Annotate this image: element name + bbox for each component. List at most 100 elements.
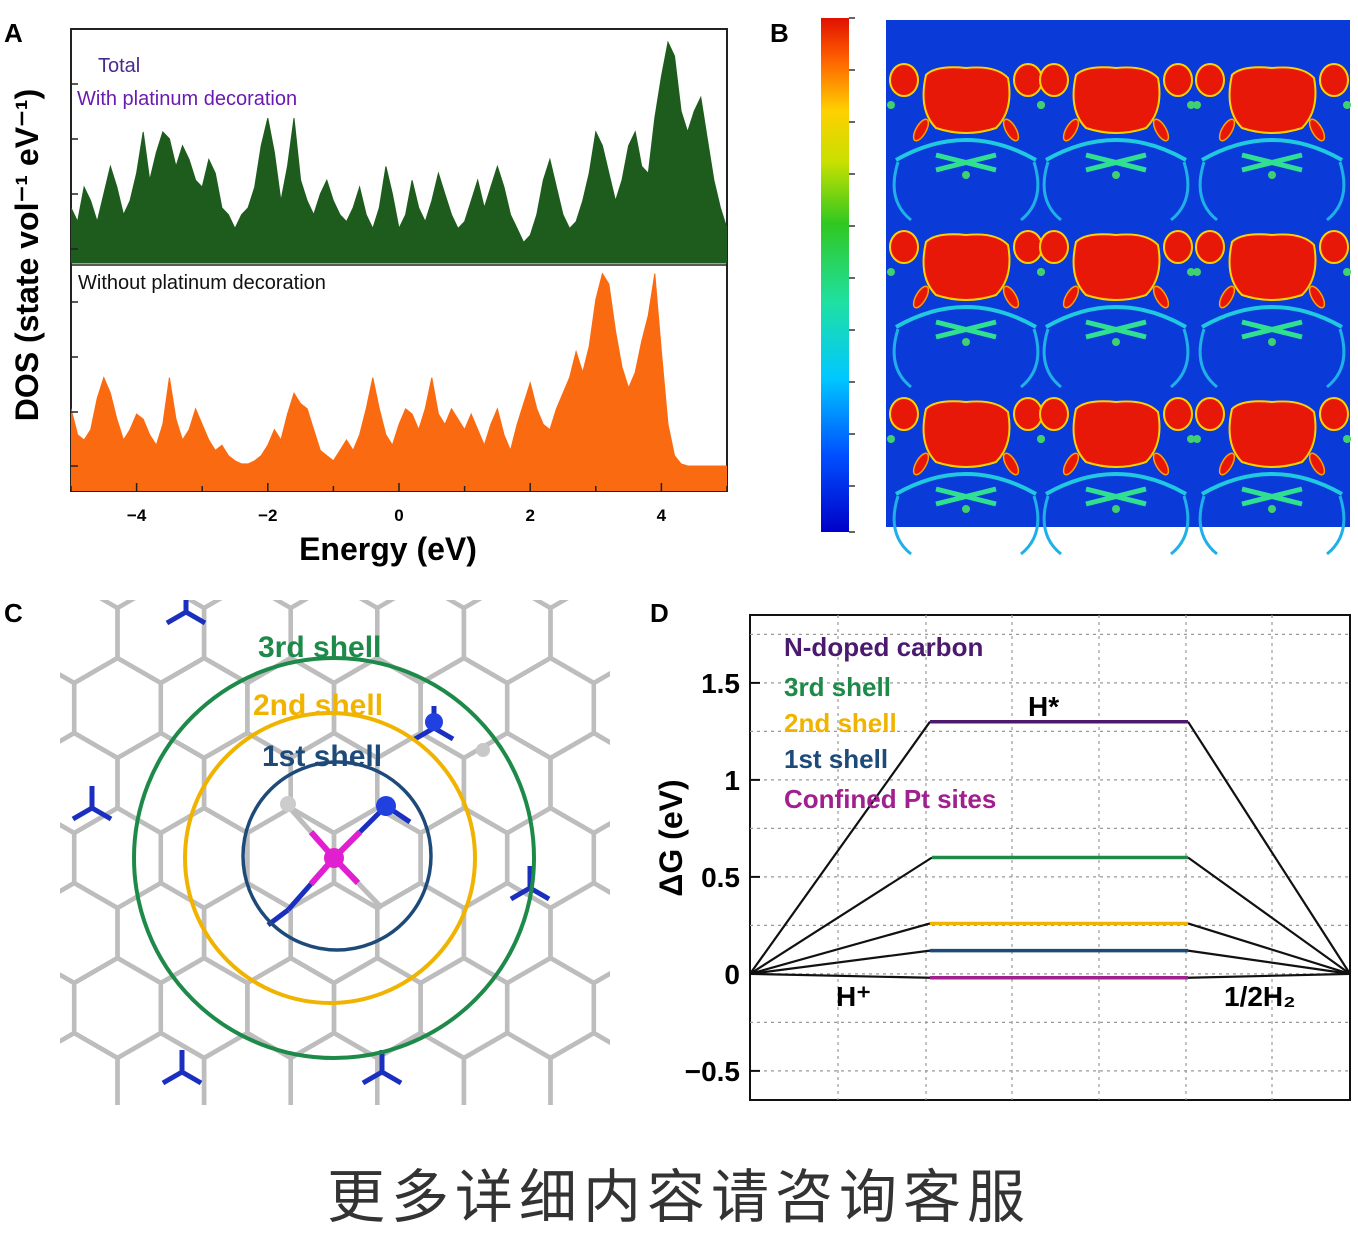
density-lobe — [1163, 230, 1193, 264]
nitrogen-bond — [361, 1069, 384, 1086]
density-small-lobe — [1218, 285, 1236, 309]
density-lobe — [889, 397, 919, 431]
nitrogen-atom — [425, 713, 443, 731]
density-bond-arc — [1045, 305, 1187, 329]
density-dot — [887, 435, 895, 443]
energy-path — [749, 972, 1351, 979]
nitrogen-bond — [184, 609, 207, 626]
density-tile — [1193, 397, 1351, 556]
dos-y-axis-title: DOS (state vol⁻¹ eV⁻¹) — [9, 89, 45, 422]
density-bond-cross — [935, 152, 997, 173]
density-dot — [1343, 268, 1351, 276]
density-tile — [1193, 63, 1351, 222]
density-small-lobe — [1062, 285, 1080, 309]
lattice-hexagon — [548, 1030, 610, 1105]
density-bond-arc — [895, 472, 1037, 496]
energy-path — [749, 949, 1351, 975]
density-core — [1228, 66, 1317, 134]
density-dot — [1268, 505, 1276, 513]
density-small-lobe — [912, 452, 930, 476]
pt-coordination-center — [266, 796, 412, 927]
density-lobe — [1013, 397, 1043, 431]
density-bond-arc — [895, 138, 1037, 162]
nitrogen-bond — [90, 805, 113, 822]
pt-neighbor-c-atom — [280, 796, 296, 812]
density-small-lobe — [1002, 452, 1020, 476]
energy-path — [749, 922, 1351, 975]
charge-density-panel — [821, 17, 1351, 556]
density-small-lobe — [1062, 118, 1080, 142]
point-label-start: H⁺ — [836, 981, 871, 1012]
density-bond-cross — [1085, 486, 1147, 507]
density-core — [922, 66, 1011, 134]
shell-2-label: 2nd shell — [253, 689, 383, 722]
density-lobe — [889, 230, 919, 264]
density-dot — [887, 268, 895, 276]
shell-3-circle — [132, 656, 536, 1060]
density-lobe — [1163, 397, 1193, 431]
panel-letter-d: D — [650, 598, 669, 628]
density-dot — [1112, 338, 1120, 346]
density-bond-cross — [935, 319, 997, 340]
pt-neighbor-bond — [286, 882, 313, 912]
free-energy-y-ticks: 1.5 1 0.5 0 −0.5 — [685, 668, 760, 1087]
shell-2-circle — [183, 711, 477, 1005]
y-tick-label: 1 — [724, 765, 740, 796]
density-bond-cross — [1241, 486, 1303, 507]
lattice-hexagon — [591, 671, 610, 745]
shell-3-label: 3rd shell — [258, 631, 381, 664]
density-dot — [1268, 338, 1276, 346]
density-small-lobe — [1218, 118, 1236, 142]
graphene-lattice — [60, 600, 610, 1105]
density-bond-side — [1042, 495, 1190, 556]
density-dot — [1193, 101, 1201, 109]
density-bond-arc — [1045, 472, 1187, 496]
density-dot — [1037, 435, 1045, 443]
density-core — [1072, 400, 1161, 468]
density-small-lobe — [1002, 285, 1020, 309]
density-dot — [1037, 101, 1045, 109]
density-bond-arc — [1201, 138, 1343, 162]
density-core — [922, 233, 1011, 301]
density-lobe — [1319, 230, 1349, 264]
nitrogen-sites — [71, 600, 551, 1086]
legend-entry: 2nd shell — [784, 708, 897, 738]
density-lobe — [1195, 397, 1225, 431]
y-tick-label: 0.5 — [701, 862, 740, 893]
density-bond-cross — [1085, 319, 1147, 340]
density-bond-side — [1042, 328, 1190, 389]
density-tile — [1193, 230, 1351, 389]
density-bond-side — [892, 161, 1040, 222]
density-tile — [887, 63, 1045, 222]
density-bond-side — [1198, 328, 1346, 389]
pt-atom — [324, 848, 344, 868]
free-energy-grid — [750, 615, 1350, 1100]
density-core — [1072, 233, 1161, 301]
lattice-hexagon — [591, 971, 610, 1045]
density-lobe — [1195, 63, 1225, 97]
density-small-lobe — [1308, 452, 1326, 476]
dos-axis-ticks: −4 −2 0 2 4 — [70, 83, 728, 525]
colorbar — [821, 18, 849, 532]
dos-x-tick-label: 4 — [657, 506, 667, 525]
density-lobe — [1013, 63, 1043, 97]
density-bond-cross — [1241, 319, 1303, 340]
density-dot — [1187, 268, 1195, 276]
point-label-end: 1/2H₂ — [1224, 981, 1296, 1012]
lattice-hexagon — [60, 822, 77, 894]
density-lobe — [1013, 230, 1043, 264]
density-core — [922, 400, 1011, 468]
density-small-lobe — [912, 285, 930, 309]
density-lobe — [889, 63, 919, 97]
dos-panel: −4 −2 0 2 4 Total With platinum decoration W… — [9, 28, 728, 567]
density-lobe — [1319, 63, 1349, 97]
density-dot — [1037, 268, 1045, 276]
density-lobe — [1195, 230, 1225, 264]
footer-text: 更多详细内容请咨询客服 — [326, 1163, 1031, 1231]
density-lobe — [1163, 63, 1193, 97]
density-dot — [1343, 435, 1351, 443]
density-dot — [1112, 505, 1120, 513]
panel-letter-c: C — [4, 598, 23, 628]
nitrogen-bond — [161, 1069, 184, 1086]
